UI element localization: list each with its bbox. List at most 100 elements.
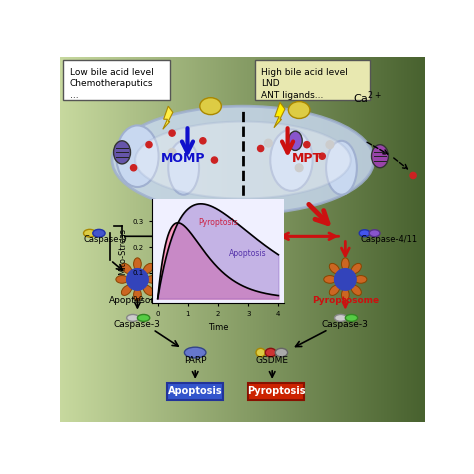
Ellipse shape <box>116 126 159 187</box>
Bar <box>293 57 294 422</box>
Bar <box>319 57 320 422</box>
Bar <box>377 57 378 422</box>
Circle shape <box>169 130 175 136</box>
Bar <box>125 57 126 422</box>
Bar <box>247 57 248 422</box>
Bar <box>76 57 77 422</box>
Bar <box>398 57 399 422</box>
Bar <box>329 57 330 422</box>
Bar <box>309 57 310 422</box>
Bar <box>370 57 371 422</box>
Bar <box>324 57 325 422</box>
Bar <box>227 57 228 422</box>
Bar <box>320 57 321 422</box>
Bar <box>279 57 280 422</box>
Bar <box>411 57 412 422</box>
Text: MOMP: MOMP <box>161 152 205 164</box>
Text: Caspase-9: Caspase-9 <box>83 236 128 245</box>
Bar <box>182 57 183 422</box>
Bar <box>176 57 177 422</box>
Bar <box>77 57 78 422</box>
Bar <box>288 57 289 422</box>
Bar <box>402 57 403 422</box>
Bar <box>286 57 287 422</box>
Bar <box>195 57 196 422</box>
Bar <box>256 57 257 422</box>
Bar <box>412 57 413 422</box>
FancyBboxPatch shape <box>248 383 304 400</box>
Bar <box>193 57 194 422</box>
Bar <box>65 57 66 422</box>
Ellipse shape <box>275 348 288 357</box>
Bar <box>135 57 136 422</box>
Bar <box>396 57 397 422</box>
Bar <box>391 57 392 422</box>
Bar <box>198 57 199 422</box>
Bar <box>133 57 134 422</box>
Bar <box>275 57 276 422</box>
Bar <box>168 57 169 422</box>
Bar <box>304 57 305 422</box>
Bar <box>215 57 216 422</box>
Bar <box>194 57 195 422</box>
Bar <box>318 57 319 422</box>
Bar <box>61 57 62 422</box>
Ellipse shape <box>372 145 389 168</box>
Bar <box>405 57 406 422</box>
Ellipse shape <box>351 264 361 273</box>
Bar <box>315 57 316 422</box>
Bar <box>400 57 401 422</box>
Bar <box>98 57 99 422</box>
Bar <box>252 57 253 422</box>
Bar <box>301 57 302 422</box>
Bar <box>374 57 375 422</box>
Text: Pyroptosis: Pyroptosis <box>247 386 305 396</box>
Bar <box>212 57 213 422</box>
Bar <box>70 57 71 422</box>
Bar <box>401 57 402 422</box>
Bar <box>87 57 88 422</box>
Bar <box>359 57 360 422</box>
Bar <box>160 57 161 422</box>
Bar <box>127 57 128 422</box>
Bar <box>261 57 262 422</box>
Bar <box>375 57 376 422</box>
Bar <box>351 57 352 422</box>
Text: Pyroptosis: Pyroptosis <box>198 218 238 227</box>
Bar <box>282 57 283 422</box>
Bar <box>116 57 117 422</box>
Bar <box>347 57 348 422</box>
Text: PARP: PARP <box>184 356 207 365</box>
Bar <box>136 57 137 422</box>
Polygon shape <box>163 106 173 129</box>
Ellipse shape <box>134 289 141 301</box>
Bar <box>140 57 141 422</box>
Bar <box>352 57 353 422</box>
Bar <box>332 57 333 422</box>
Bar <box>199 57 200 422</box>
Bar <box>239 57 240 422</box>
Bar <box>311 57 312 422</box>
Bar <box>226 57 227 422</box>
Bar <box>100 57 101 422</box>
Bar <box>96 57 97 422</box>
Bar <box>388 57 389 422</box>
Bar <box>118 57 119 422</box>
Bar <box>175 57 176 422</box>
Bar <box>102 57 103 422</box>
Bar <box>253 57 254 422</box>
Bar <box>106 57 107 422</box>
Bar <box>185 57 186 422</box>
Bar <box>200 57 201 422</box>
Bar <box>330 57 331 422</box>
Ellipse shape <box>256 348 265 357</box>
Bar <box>381 57 382 422</box>
Bar <box>291 57 292 422</box>
Bar <box>403 57 404 422</box>
Bar <box>90 57 91 422</box>
Text: Apoptosis: Apoptosis <box>168 386 222 396</box>
Bar <box>119 57 120 422</box>
Bar <box>378 57 379 422</box>
Ellipse shape <box>135 121 351 199</box>
Bar <box>274 57 275 422</box>
